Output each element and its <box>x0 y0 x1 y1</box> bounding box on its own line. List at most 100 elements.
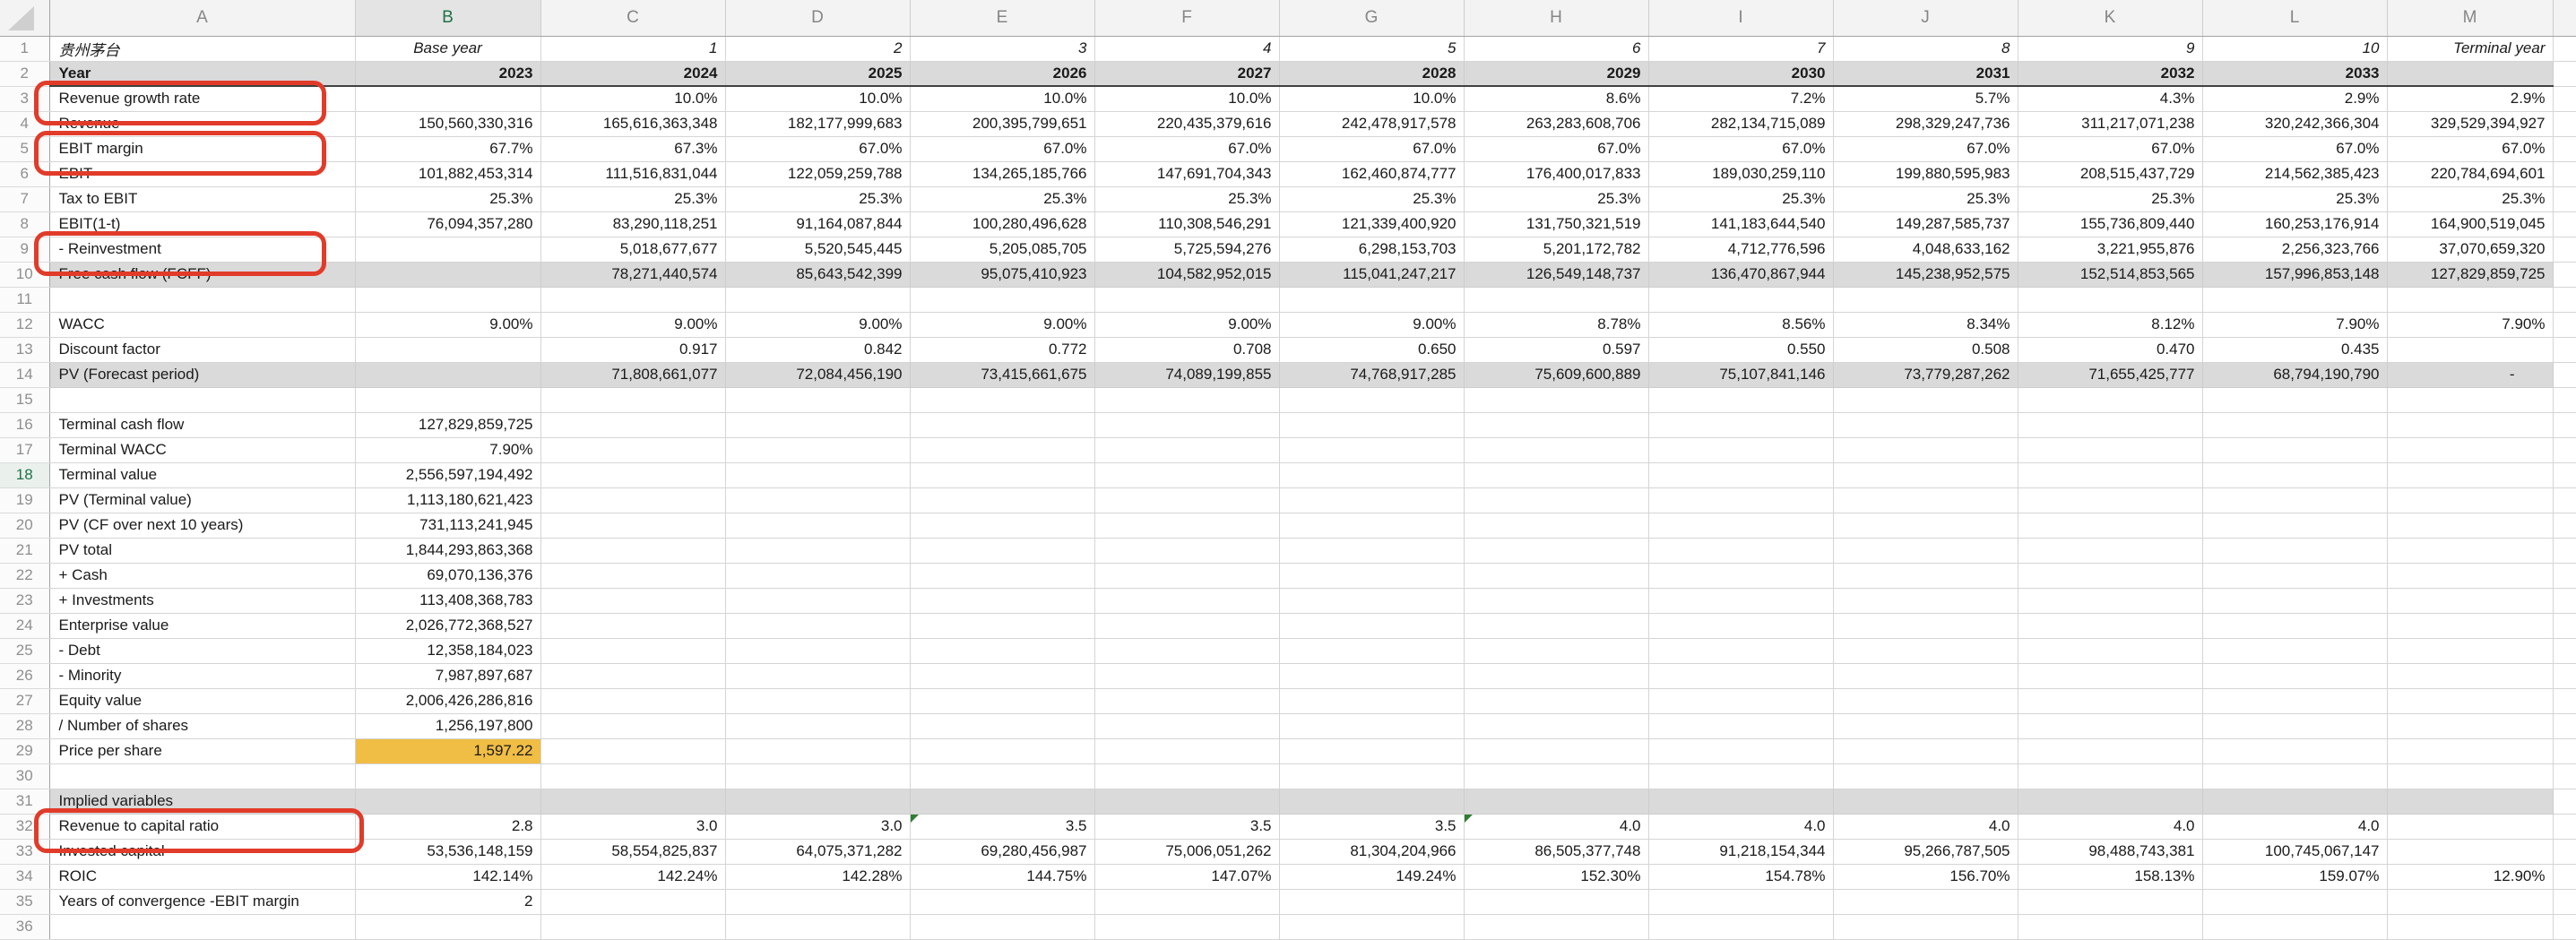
cell-L26[interactable] <box>2202 663 2388 689</box>
cell-B28[interactable]: 1,256,197,800 <box>355 713 541 739</box>
cell-L22[interactable] <box>2202 563 2388 589</box>
row-header-23[interactable]: 23 <box>0 588 50 614</box>
cell-M35[interactable] <box>2387 889 2554 915</box>
cell-H1[interactable]: 6 <box>1464 36 1649 62</box>
cell-K36[interactable] <box>2018 914 2203 940</box>
row-header-22[interactable]: 22 <box>0 563 50 589</box>
cell-F13[interactable]: 0.708 <box>1094 337 1280 363</box>
cell-A9[interactable]: - Reinvestment <box>49 237 356 263</box>
cell-C19[interactable] <box>540 487 726 513</box>
cell-K14[interactable]: 71,655,425,777 <box>2018 362 2203 388</box>
cell-C29[interactable] <box>540 738 726 764</box>
cell-I29[interactable] <box>1648 738 1834 764</box>
cell-E2[interactable]: 2026 <box>910 61 1095 87</box>
cell-E32[interactable]: 3.5 <box>910 814 1095 840</box>
cell-H2[interactable]: 2029 <box>1464 61 1649 87</box>
cell-A20[interactable]: PV (CF over next 10 years) <box>49 513 356 539</box>
cell-D16[interactable] <box>725 412 911 438</box>
cell-C15[interactable] <box>540 387 726 413</box>
cell-I7[interactable]: 25.3% <box>1648 186 1834 212</box>
cell-A15[interactable] <box>49 387 356 413</box>
cell-E34[interactable]: 144.75% <box>910 864 1095 890</box>
cell-M12[interactable]: 7.90% <box>2387 312 2554 338</box>
cell-M14[interactable]: - <box>2387 362 2554 388</box>
cell-B30[interactable] <box>355 763 541 789</box>
row-header-18[interactable]: 18 <box>0 462 50 488</box>
cell-C8[interactable]: 83,290,118,251 <box>540 211 726 237</box>
cell-H11[interactable] <box>1464 287 1649 313</box>
cell-L18[interactable] <box>2202 462 2388 488</box>
cell-H8[interactable]: 131,750,321,519 <box>1464 211 1649 237</box>
cell-D4[interactable]: 182,177,999,683 <box>725 111 911 137</box>
cell-D30[interactable] <box>725 763 911 789</box>
cell-L20[interactable] <box>2202 513 2388 539</box>
cell-H17[interactable] <box>1464 437 1649 463</box>
cell-H10[interactable]: 126,549,148,737 <box>1464 262 1649 288</box>
cell-C7[interactable]: 25.3% <box>540 186 726 212</box>
cell-A22[interactable]: + Cash <box>49 563 356 589</box>
cell-J24[interactable] <box>1833 613 2018 639</box>
cell-I16[interactable] <box>1648 412 1834 438</box>
cell-G14[interactable]: 74,768,917,285 <box>1279 362 1465 388</box>
cell-I4[interactable]: 282,134,715,089 <box>1648 111 1834 137</box>
cell-L34[interactable]: 159.07% <box>2202 864 2388 890</box>
cell-B26[interactable]: 7,987,897,687 <box>355 663 541 689</box>
cell-M30[interactable] <box>2387 763 2554 789</box>
column-header-G[interactable]: G <box>1279 0 1465 37</box>
row-header-27[interactable]: 27 <box>0 688 50 714</box>
cell-C11[interactable] <box>540 287 726 313</box>
cell-E23[interactable] <box>910 588 1095 614</box>
row-header-36[interactable]: 36 <box>0 914 50 940</box>
cell-G1[interactable]: 5 <box>1279 36 1465 62</box>
cell-D26[interactable] <box>725 663 911 689</box>
cell-D10[interactable]: 85,643,542,399 <box>725 262 911 288</box>
cell-C30[interactable] <box>540 763 726 789</box>
cell-C31[interactable] <box>540 789 726 815</box>
cell-M2[interactable] <box>2387 61 2554 87</box>
cell-F7[interactable]: 25.3% <box>1094 186 1280 212</box>
cell-H35[interactable] <box>1464 889 1649 915</box>
cell-G11[interactable] <box>1279 287 1465 313</box>
cell-D33[interactable]: 64,075,371,282 <box>725 839 911 865</box>
row-header-21[interactable]: 21 <box>0 538 50 564</box>
cell-E31[interactable] <box>910 789 1095 815</box>
row-header-24[interactable]: 24 <box>0 613 50 639</box>
cell-J11[interactable] <box>1833 287 2018 313</box>
cell-B25[interactable]: 12,358,184,023 <box>355 638 541 664</box>
cell-A7[interactable]: Tax to EBIT <box>49 186 356 212</box>
row-header-35[interactable]: 35 <box>0 889 50 915</box>
cell-G8[interactable]: 121,339,400,920 <box>1279 211 1465 237</box>
cell-F10[interactable]: 104,582,952,015 <box>1094 262 1280 288</box>
cell-C36[interactable] <box>540 914 726 940</box>
cell-A5[interactable]: EBIT margin <box>49 136 356 162</box>
cell-H22[interactable] <box>1464 563 1649 589</box>
cell-D5[interactable]: 67.0% <box>725 136 911 162</box>
cell-J16[interactable] <box>1833 412 2018 438</box>
cell-G4[interactable]: 242,478,917,578 <box>1279 111 1465 137</box>
cell-M6[interactable]: 220,784,694,601 <box>2387 161 2554 187</box>
cell-A32[interactable]: Revenue to capital ratio <box>49 814 356 840</box>
row-header-9[interactable]: 9 <box>0 237 50 263</box>
cell-G25[interactable] <box>1279 638 1465 664</box>
cell-C4[interactable]: 165,616,363,348 <box>540 111 726 137</box>
cell-I31[interactable] <box>1648 789 1834 815</box>
cell-J36[interactable] <box>1833 914 2018 940</box>
cell-C27[interactable] <box>540 688 726 714</box>
cell-J29[interactable] <box>1833 738 2018 764</box>
row-header-30[interactable]: 30 <box>0 763 50 789</box>
row-header-11[interactable]: 11 <box>0 287 50 313</box>
cell-H15[interactable] <box>1464 387 1649 413</box>
cell-G2[interactable]: 2028 <box>1279 61 1465 87</box>
cell-B20[interactable]: 731,113,241,945 <box>355 513 541 539</box>
cell-J5[interactable]: 67.0% <box>1833 136 2018 162</box>
row-header-17[interactable]: 17 <box>0 437 50 463</box>
cell-A29[interactable]: Price per share <box>49 738 356 764</box>
cell-C24[interactable] <box>540 613 726 639</box>
cell-E13[interactable]: 0.772 <box>910 337 1095 363</box>
cell-L1[interactable]: 10 <box>2202 36 2388 62</box>
column-header-C[interactable]: C <box>540 0 726 37</box>
cell-E36[interactable] <box>910 914 1095 940</box>
cell-M7[interactable]: 25.3% <box>2387 186 2554 212</box>
cell-F15[interactable] <box>1094 387 1280 413</box>
cell-H25[interactable] <box>1464 638 1649 664</box>
